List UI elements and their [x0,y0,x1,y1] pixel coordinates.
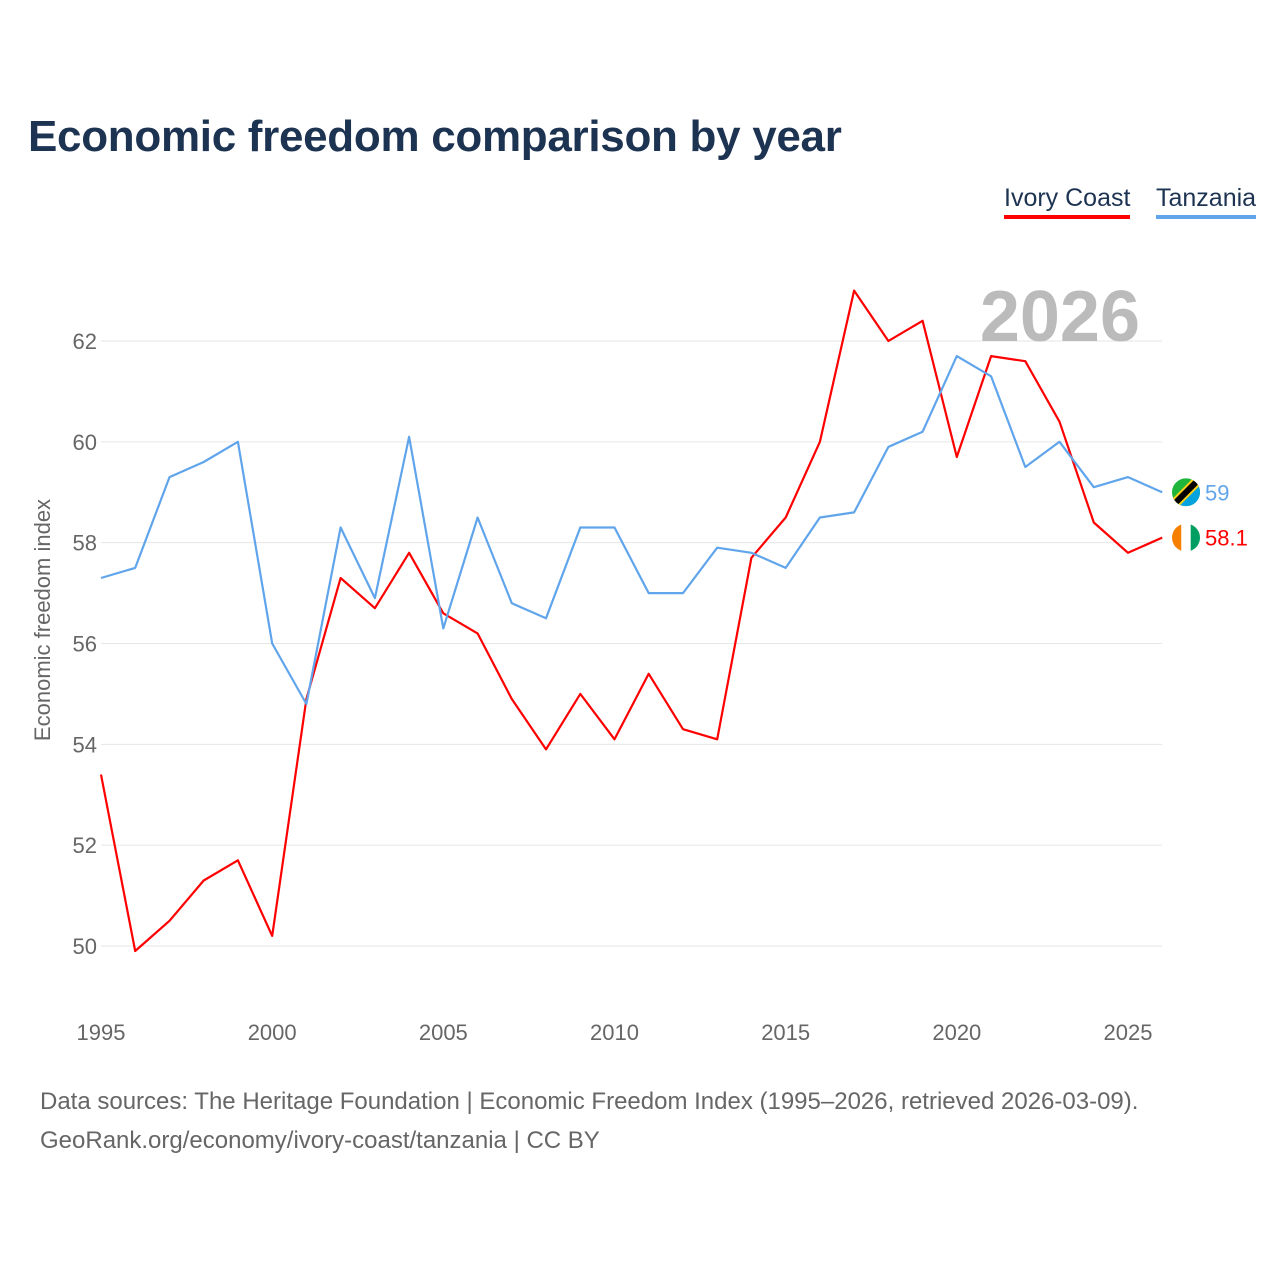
y-tick-label: 56 [73,632,97,657]
end-value-label: 58.1 [1205,526,1248,551]
source-line-1: Data sources: The Heritage Foundation | … [40,1088,1139,1115]
x-tick-label: 2005 [419,1020,468,1045]
y-tick-label: 52 [73,833,97,858]
y-tick-label: 62 [73,329,97,354]
x-tick-label: 2000 [248,1020,297,1045]
y-tick-label: 58 [73,531,97,556]
x-tick-label: 2025 [1104,1020,1153,1045]
ivory-coast-flag-icon [1172,523,1200,552]
legend-tanzania[interactable]: Tanzania [1156,184,1257,219]
y-tick-label: 54 [73,732,97,757]
y-axis-label: Economic freedom index [30,499,55,741]
series-line-tanzania [100,355,1163,706]
x-tick-label: 1995 [77,1020,126,1045]
chart-title: Economic freedom comparison by year [28,112,842,161]
y-tick-label: 50 [73,934,97,959]
x-tick-label: 2010 [590,1020,639,1045]
x-tick-label: 2020 [932,1020,981,1045]
end-value-label: 59 [1205,480,1229,505]
source-line-2[interactable]: GeoRank.org/economy/ivory-coast/tanzania… [40,1127,600,1154]
tanzania-flag-icon [1172,478,1200,507]
year-watermark: 2026 [980,277,1140,357]
x-tick-label: 2015 [761,1020,810,1045]
series-line-ivory-coast [99,289,1163,953]
y-tick-label: 60 [73,430,97,455]
legend-ivory-coast[interactable]: Ivory Coast [1004,184,1131,219]
